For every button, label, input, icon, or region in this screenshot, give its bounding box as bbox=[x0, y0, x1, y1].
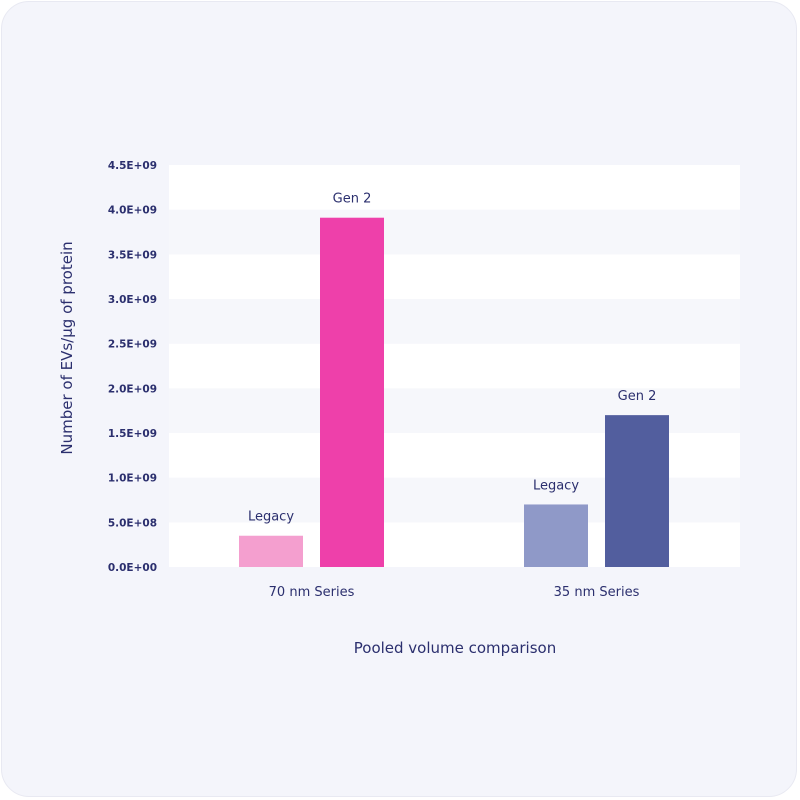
y-tick-label: 5.0E+08 bbox=[108, 517, 157, 529]
grid-band bbox=[169, 254, 740, 299]
bar-label: Legacy bbox=[533, 478, 579, 493]
bar-legacy-1 bbox=[524, 504, 588, 567]
y-tick-label: 2.0E+09 bbox=[108, 383, 157, 395]
grid-band bbox=[169, 165, 740, 210]
y-tick-label: 2.5E+09 bbox=[108, 339, 157, 351]
bar-label: Legacy bbox=[248, 510, 294, 525]
bar-labels: Legacy Gen 2 Legacy Gen 2 bbox=[248, 192, 656, 525]
bar-label: Gen 2 bbox=[333, 192, 372, 207]
grid-band bbox=[169, 343, 740, 389]
y-tick-label: 3.0E+09 bbox=[108, 294, 157, 306]
bar-legacy-0 bbox=[239, 535, 303, 567]
bar-gen2-0 bbox=[320, 217, 384, 567]
y-tick-label: 0.0E+00 bbox=[108, 562, 157, 574]
bar-label: Gen 2 bbox=[618, 389, 657, 404]
grid-band bbox=[169, 209, 740, 255]
y-tick-label: 4.0E+09 bbox=[108, 205, 157, 217]
x-category-label: 35 nm Series bbox=[554, 585, 640, 600]
y-axis-ticks: 0.0E+00 5.0E+08 1.0E+09 1.5E+09 2.0E+09 2.5E+… bbox=[108, 160, 157, 574]
x-axis-title: Pooled volume comparison bbox=[354, 639, 556, 657]
x-category-label: 70 nm Series bbox=[269, 585, 355, 600]
x-axis-categories: 70 nm Series 35 nm Series bbox=[269, 585, 640, 600]
y-axis-title: Number of EVs/µg of protein bbox=[58, 241, 76, 454]
y-tick-label: 1.5E+09 bbox=[108, 428, 157, 440]
bars bbox=[239, 217, 669, 567]
bar-gen2-1 bbox=[605, 415, 669, 567]
y-tick-label: 1.0E+09 bbox=[108, 473, 157, 485]
grid-band bbox=[169, 299, 740, 344]
y-tick-label: 3.5E+09 bbox=[108, 249, 157, 261]
y-tick-label: 4.5E+09 bbox=[108, 160, 157, 172]
